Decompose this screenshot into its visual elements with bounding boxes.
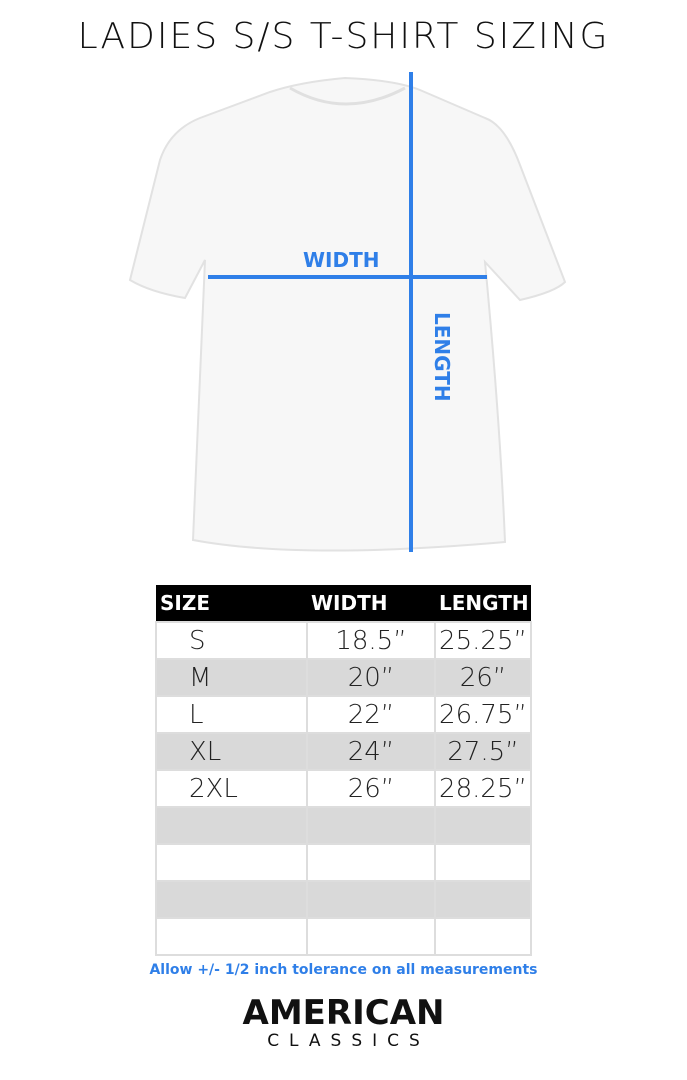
header-width: WIDTH	[307, 585, 435, 622]
table-row	[155, 843, 532, 882]
logo-line-1: AMERICAN	[242, 993, 445, 1033]
width-label: WIDTH	[303, 248, 380, 272]
header-length: LENGTH	[435, 585, 531, 622]
size-cell	[155, 917, 308, 956]
table-row: S 18.5” 25.25”	[155, 621, 532, 660]
tolerance-note: Allow +/- 1/2 inch tolerance on all meas…	[149, 962, 538, 978]
size-cell: L	[155, 695, 308, 734]
size-cell	[155, 880, 308, 919]
width-cell: 18.5”	[306, 621, 436, 660]
width-cell	[306, 880, 436, 919]
length-cell: 28.25”	[434, 769, 532, 808]
length-label: LENGTH	[430, 312, 454, 402]
width-cell: 22”	[306, 695, 436, 734]
table-row	[155, 880, 532, 919]
size-cell	[155, 843, 308, 882]
size-cell: M	[155, 658, 308, 697]
width-cell	[306, 806, 436, 845]
length-cell: 26.75”	[434, 695, 532, 734]
table-row	[155, 917, 532, 956]
tshirt-diagram	[128, 72, 567, 552]
table-row: M 20” 26”	[155, 658, 532, 697]
length-cell	[434, 880, 532, 919]
size-cell: XL	[155, 732, 308, 771]
tshirt-illustration	[128, 76, 567, 552]
table-row: 2XL 26” 28.25”	[155, 769, 532, 808]
width-cell: 24”	[306, 732, 436, 771]
width-cell	[306, 917, 436, 956]
length-cell	[434, 806, 532, 845]
width-cell: 20”	[306, 658, 436, 697]
size-cell: S	[155, 621, 308, 660]
logo-line-2: CLASSICS	[267, 1031, 430, 1051]
length-cell	[434, 843, 532, 882]
length-cell: 27.5”	[434, 732, 532, 771]
length-cell	[434, 917, 532, 956]
size-cell: 2XL	[155, 769, 308, 808]
width-cell: 26”	[306, 769, 436, 808]
page-title: LADIES S/S T-SHIRT SIZING	[77, 16, 610, 57]
length-cell: 25.25”	[434, 621, 532, 660]
length-cell: 26”	[434, 658, 532, 697]
size-chart-table: SIZE WIDTH LENGTH S 18.5” 25.25” M 20” 26” L 22…	[155, 585, 532, 956]
table-header-row: SIZE WIDTH LENGTH	[156, 585, 531, 622]
table-row: L 22” 26.75”	[155, 695, 532, 734]
table-row: XL 24” 27.5”	[155, 732, 532, 771]
width-cell	[306, 843, 436, 882]
header-size: SIZE	[156, 585, 307, 622]
size-cell	[155, 806, 308, 845]
table-row	[155, 806, 532, 845]
